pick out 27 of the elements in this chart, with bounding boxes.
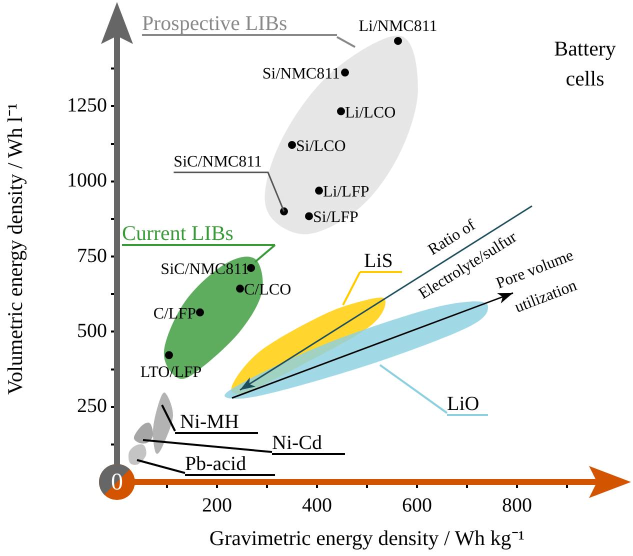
y-axis-title: Volumetric energy density / Wh l⁻¹ bbox=[3, 103, 28, 395]
annotation: Li/LCO bbox=[345, 104, 396, 122]
x-tick-label: 600 bbox=[402, 494, 432, 516]
annotation: Si/NMC811 bbox=[262, 66, 340, 83]
series-label: LiS bbox=[364, 250, 393, 272]
y-tick-label: 750 bbox=[77, 244, 107, 267]
y-tick-label: 250 bbox=[77, 395, 107, 418]
x-tick-label: 200 bbox=[202, 494, 232, 516]
annotation: Si/LFP bbox=[313, 209, 358, 226]
series-label: Pb-acid bbox=[185, 453, 246, 475]
text: Prospective LIBs bbox=[142, 11, 288, 35]
annotation: 0 bbox=[111, 469, 123, 496]
annotation: Si/LCO bbox=[296, 138, 346, 155]
x-axis-title: Gravimetric energy density / Wh kg⁻¹ bbox=[209, 526, 525, 550]
series-label: Current LIBs bbox=[122, 221, 234, 245]
y-tick-label: 1000 bbox=[67, 170, 107, 192]
annotation: Battery cells bbox=[554, 36, 616, 91]
series-label: Ni-MH bbox=[180, 411, 239, 433]
annotation: Li/NMC811 bbox=[358, 18, 438, 35]
text: Ni-Cd bbox=[272, 432, 322, 454]
y-tick-label: 1250 bbox=[67, 94, 107, 116]
x-tick-label: 400 bbox=[302, 494, 332, 516]
x-tick-label: 800 bbox=[502, 494, 532, 516]
text: LiO bbox=[447, 393, 480, 415]
annotation: SiC/NMC811 bbox=[174, 153, 262, 170]
annotation: Li/LFP bbox=[323, 184, 370, 201]
y-tick-label: 500 bbox=[77, 320, 107, 342]
